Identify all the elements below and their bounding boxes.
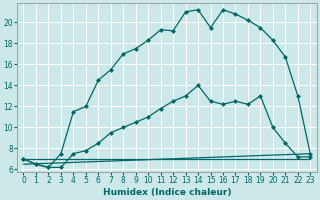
X-axis label: Humidex (Indice chaleur): Humidex (Indice chaleur) [103, 188, 231, 197]
